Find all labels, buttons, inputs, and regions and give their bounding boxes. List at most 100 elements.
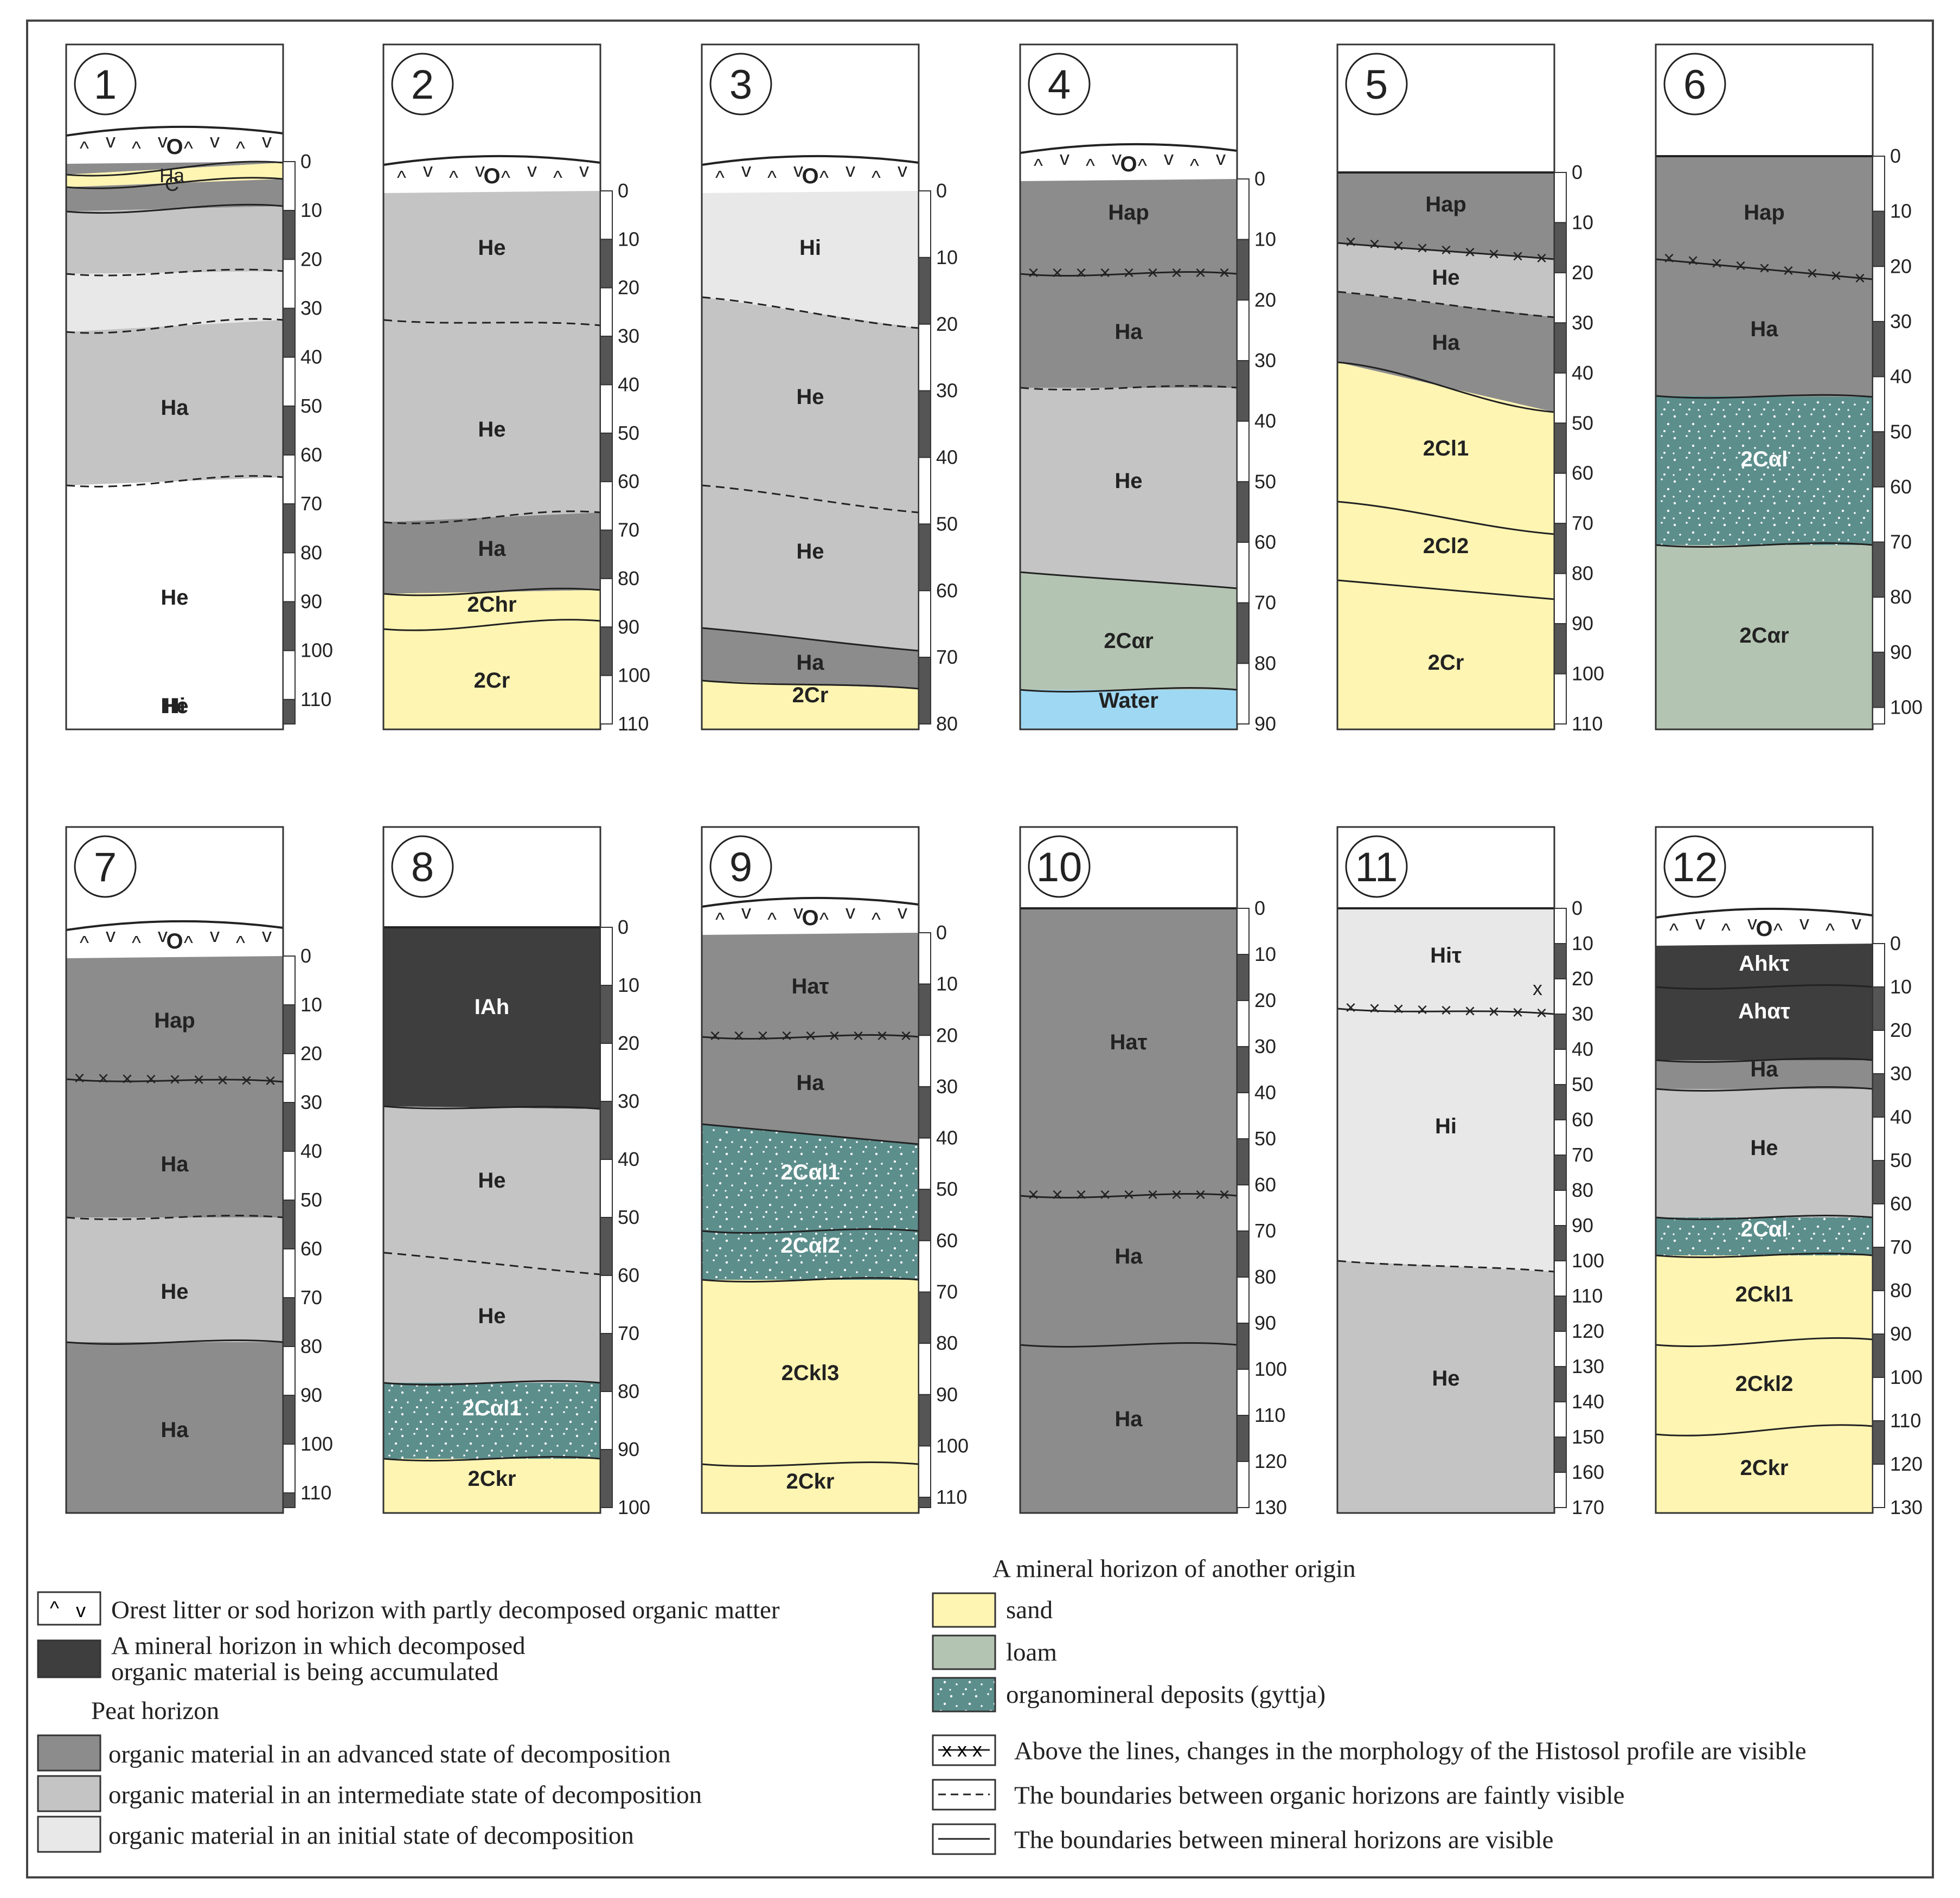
- depth-tick-label: 80: [300, 541, 322, 563]
- horizon-boundary: [701, 1277, 919, 1283]
- depth-tick-label: 80: [300, 1335, 322, 1357]
- depth-tick-label: 20: [300, 1042, 322, 1065]
- depth-tick-label: 20: [1254, 989, 1276, 1011]
- horizon-gyttja: [702, 1124, 919, 1231]
- profile-6: × × × × × × × × ×HapHa2Cαl2Cαr601020304050607080…: [1655, 43, 1923, 730]
- depth-tick-label: 120: [1254, 1450, 1287, 1472]
- depth-tick-label: 80: [936, 1332, 958, 1354]
- depth-scale-segment: [918, 1240, 931, 1293]
- depth-scale-segment: [1554, 1014, 1567, 1050]
- depth-scale-segment: [1554, 1084, 1567, 1120]
- horizon-boundary: [383, 587, 601, 597]
- litter-mark: ^: [715, 908, 725, 931]
- depth-scale-segment: [1554, 1119, 1567, 1156]
- small-horizon-label: C: [165, 173, 179, 195]
- depth-scale-segment: [918, 590, 931, 658]
- litter-label: O: [166, 929, 183, 953]
- depth-tick-label: 20: [1890, 255, 1912, 277]
- litter-mark: v: [846, 901, 855, 923]
- depth-tick-label: 160: [1572, 1461, 1604, 1483]
- depth-scale-segment: [600, 481, 613, 531]
- depth-tick-label: 30: [1572, 1003, 1593, 1025]
- cross-mark: ×: [1735, 254, 1746, 277]
- legend-item-mineral-accum: A mineral horizon in which decomposed or…: [37, 1632, 526, 1686]
- horizon-sand: [702, 1464, 919, 1513]
- depth-scale-segment: [1237, 1000, 1250, 1047]
- profile-number: 6: [1683, 62, 1706, 108]
- litter-mark: ^: [449, 166, 458, 189]
- depth-tick-label: 0: [618, 179, 629, 202]
- depth-tick-label: 80: [1890, 586, 1912, 608]
- depth-scale-segment: [600, 190, 613, 240]
- depth-tick-label: 0: [300, 150, 311, 172]
- litter-mark: v: [423, 159, 433, 181]
- horizon-label: Ha: [478, 537, 506, 561]
- depth-scale-segment: [1554, 1472, 1567, 1508]
- depth-scale-segment: [600, 432, 613, 483]
- depth-scale-segment: [1237, 299, 1250, 361]
- depth-scale-segment: [1554, 422, 1567, 474]
- depth-tick-label: 130: [1254, 1496, 1287, 1518]
- depth-tick-label: 30: [618, 325, 639, 347]
- svg-text:organic material is being accu: organic material is being accumulated: [111, 1658, 498, 1686]
- depth-tick-label: 100: [300, 1433, 333, 1455]
- horizon-boundary: [1655, 258, 1873, 280]
- depth-scale-segment: [1554, 322, 1567, 374]
- depth-tick-label: 0: [936, 921, 947, 944]
- profile-number: 2: [411, 62, 434, 108]
- horizon-boundary: [1337, 291, 1555, 318]
- cross-mark: ×: [1393, 235, 1404, 257]
- horizon-label: 2Ckl2: [1735, 1372, 1794, 1396]
- litter-mark: v: [579, 159, 589, 181]
- legend-item-gyttja: organomineral deposits (gyttja): [932, 1677, 1325, 1713]
- depth-scale-segment: [1872, 541, 1885, 598]
- horizon-boundary: [1020, 687, 1238, 692]
- cross-mark: ×: [1195, 261, 1206, 284]
- depth-scale-segment: [1237, 360, 1250, 422]
- depth-scale-segment: [1554, 222, 1567, 273]
- horizon-boundary: [66, 475, 284, 488]
- horizon-intermediate: [702, 485, 919, 651]
- depth-tick-label: 80: [618, 567, 639, 589]
- cross-mark: ×: [1440, 239, 1452, 261]
- cross-mark: ×: [1687, 249, 1699, 272]
- horizon-label: Ha: [1114, 320, 1143, 344]
- litter-band: [383, 156, 600, 193]
- svg-text:The boundaries between mineral: The boundaries between mineral horizons …: [1014, 1826, 1553, 1854]
- depth-scale-segment: [600, 384, 613, 434]
- cross-mark: ×: [1147, 261, 1158, 284]
- depth-scale-segment: [1554, 1331, 1567, 1367]
- depth-tick-label: 70: [1572, 1144, 1593, 1166]
- litter-mark: v: [741, 159, 751, 181]
- litter-label: O: [166, 135, 183, 159]
- litter-mark: ^: [872, 166, 881, 189]
- legend-item-line-cross: x x x Above the lines, changes in the mo…: [932, 1734, 1807, 1766]
- litter-mark: ^: [397, 166, 406, 189]
- litter-mark: ^: [501, 166, 510, 189]
- horizon-mineral_accum: [1656, 987, 1873, 1060]
- cross-mark: ×: [1464, 999, 1476, 1022]
- horizon-label: Ha: [1114, 1407, 1143, 1431]
- horizon-label: 2Cr: [792, 683, 829, 707]
- litter-label: O: [483, 164, 500, 188]
- depth-tick-label: 30: [618, 1090, 639, 1112]
- depth-scale-segment: [283, 454, 296, 505]
- litter-mark: v: [741, 901, 751, 923]
- depth-scale-segment: [1237, 954, 1250, 1001]
- depth-scale-segment: [1554, 978, 1567, 1015]
- depth-tick-label: 50: [1572, 412, 1593, 434]
- cross-mark: ×: [1028, 261, 1039, 284]
- depth-scale-segment: [1872, 651, 1885, 708]
- surface-line: [1655, 907, 1873, 919]
- horizon-sand: [1656, 1339, 1873, 1434]
- depth-scale-segment: [1554, 1225, 1567, 1261]
- depth-tick-label: 10: [300, 199, 322, 221]
- depth-tick-label: 10: [1572, 932, 1593, 954]
- profile-5: × × × × × × × × ×HapHeHa2Cl12Cl22Cr5010203040506…: [1336, 43, 1604, 735]
- profile-number: 10: [1036, 844, 1083, 890]
- litter-mark: ^: [1721, 919, 1731, 941]
- horizon-boundary: [1655, 984, 1873, 990]
- depth-scale-segment: [1237, 908, 1250, 955]
- horizon-advanced: [1020, 1196, 1237, 1345]
- legend-other-title: A mineral horizon of another origin: [992, 1555, 1356, 1583]
